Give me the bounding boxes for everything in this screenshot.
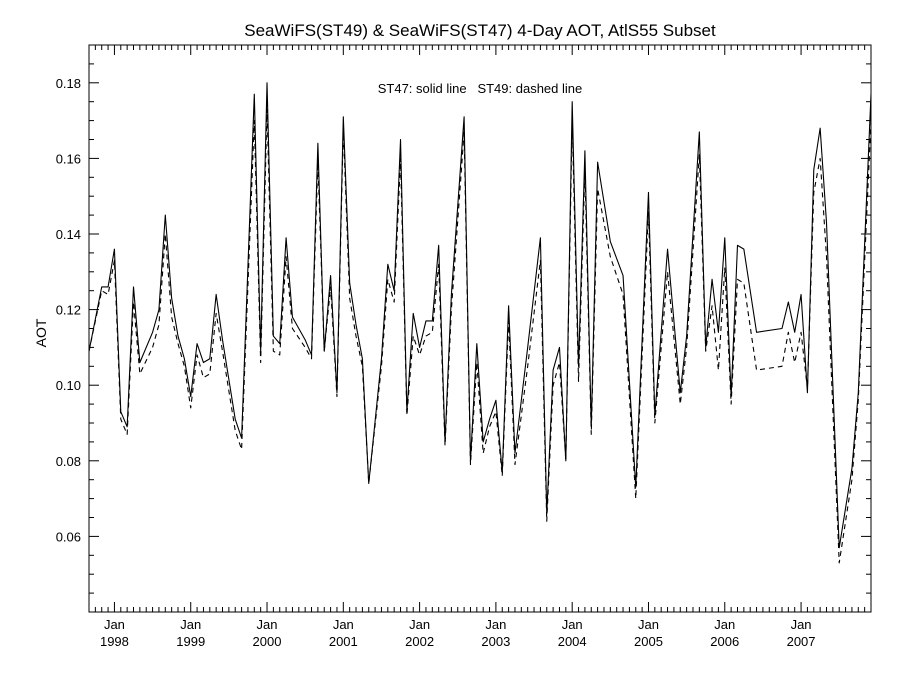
x-tick-label-year: 2007 [787,634,816,649]
y-tick-label: 0.18 [56,76,81,91]
x-tick-label-year: 2000 [253,634,282,649]
x-tick-label-year: 2003 [481,634,510,649]
x-tick-label-month: Jan [485,617,506,632]
x-tick-label-month: Jan [714,617,735,632]
series-group [89,82,871,564]
y-tick-label: 0.10 [56,378,81,393]
x-tick-label-year: 2001 [329,634,358,649]
x-tick-label-month: Jan [333,617,354,632]
chart-title: SeaWiFS(ST49) & SeaWiFS(ST47) 4-Day AOT,… [244,21,716,40]
x-tick-label-year: 2004 [558,634,587,649]
x-tick-label-month: Jan [409,617,430,632]
x-axis: Jan 1998 Jan 1999 Jan 2000 Jan 2001 Jan 2002 Jan 20… [94,45,866,649]
legend-annotation: ST47: solid line ST49: dashed line [378,81,583,96]
x-tick-label-year: 1998 [100,634,129,649]
x-tick-label-month: Jan [257,617,278,632]
x-tick-label-year: 1999 [176,634,205,649]
y-tick-label: 0.08 [56,454,81,469]
y-tick-label: 0.14 [56,227,81,242]
x-tick-label-month: Jan [104,617,125,632]
series-line-st47 [89,82,871,549]
x-tick-label-month: Jan [562,617,583,632]
x-tick-label-month: Jan [180,617,201,632]
series-line-st49 [89,108,871,564]
x-tick-label-year: 2005 [634,634,663,649]
y-tick-label: 0.12 [56,303,81,318]
x-tick-label-month: Jan [638,617,659,632]
y-axis-label: AOT [33,318,49,347]
y-axis: 0.06 0.08 0.10 0.12 0.14 0.16 0.18 [56,63,871,594]
y-tick-label: 0.16 [56,151,81,166]
x-tick-label-year: 2002 [405,634,434,649]
plot-frame [88,44,872,613]
y-tick-label: 0.06 [56,529,81,544]
x-tick-label-year: 2006 [710,634,739,649]
x-tick-label-month: Jan [791,617,812,632]
